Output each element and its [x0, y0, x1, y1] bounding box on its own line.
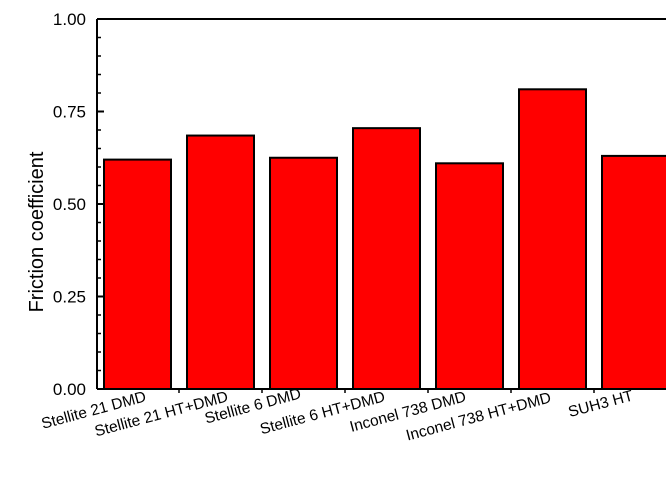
x-tick-label: SUH3 HT — [567, 387, 636, 421]
bar — [601, 154, 666, 390]
y-axis-label: Friction coefficient — [26, 151, 48, 312]
bar — [518, 88, 587, 391]
y-tick-label: 0.25 — [53, 288, 86, 307]
bar — [435, 162, 504, 390]
axes-layer — [96, 18, 666, 393]
bar — [103, 158, 172, 390]
bar — [352, 127, 421, 390]
bars-layer — [103, 88, 666, 391]
bar — [186, 134, 255, 390]
y-tick-label: 1.00 — [53, 10, 86, 29]
y-tick-label: 0.50 — [53, 195, 86, 214]
y-tick-label: 0.00 — [53, 380, 86, 399]
y-tick-label: 0.75 — [53, 103, 86, 122]
bar — [269, 156, 338, 390]
